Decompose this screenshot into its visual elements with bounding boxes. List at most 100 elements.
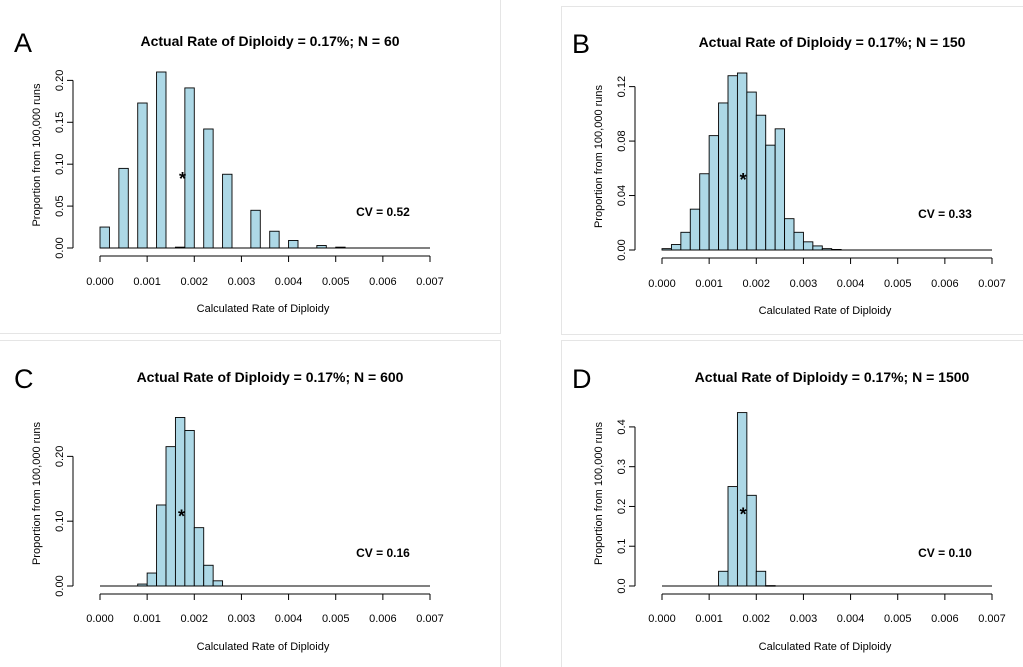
histogram-bar (146, 572, 158, 587)
chart-title: Actual Rate of Diploidy = 0.17%; N = 150… (695, 369, 970, 385)
panel-letter: A (14, 28, 32, 58)
x-tick-label: 0.004 (275, 613, 303, 625)
y-axis-label: Proportion from 100,000 runs (31, 83, 43, 227)
x-tick-label: 0.005 (322, 613, 350, 625)
y-tick-label: 0.4 (616, 419, 628, 434)
cv-annotation: CV = 0.33 (918, 207, 972, 221)
histogram-panel-b: B Actual Rate of Diploidy = 0.17%; N = 15… (561, 6, 1023, 335)
chart-title: Actual Rate of Diploidy = 0.17%; N = 600 (137, 369, 404, 385)
x-tick-label: 0.005 (884, 278, 912, 290)
x-tick-label: 0.007 (416, 276, 444, 288)
x-tick-label: 0.005 (884, 613, 912, 625)
cv-annotation: CV = 0.52 (356, 205, 410, 219)
histogram-bar (755, 570, 767, 587)
cv-annotation: CV = 0.16 (356, 546, 410, 560)
histogram-panel-d: D Actual Rate of Diploidy = 0.17%; N = 15… (561, 340, 1023, 667)
histogram-bar (802, 241, 814, 251)
histogram-bar (689, 208, 701, 251)
y-tick-label: 0.00 (54, 237, 66, 258)
chart-title: Actual Rate of Diploidy = 0.17%; N = 150 (699, 34, 966, 50)
histogram-bar (736, 412, 748, 587)
histogram-bar (784, 218, 795, 251)
x-tick-label: 0.007 (416, 613, 444, 625)
actual-rate-marker: * (178, 507, 185, 527)
x-tick-label: 0.004 (837, 613, 865, 625)
histogram-chart-b: B Actual Rate of Diploidy = 0.17%; N = 15… (572, 29, 1006, 317)
histogram-bar (727, 486, 738, 587)
histogram-bar (184, 429, 195, 587)
x-tick-label: 0.002 (181, 613, 209, 625)
histogram-bar (193, 527, 205, 587)
x-tick-label: 0.000 (648, 278, 676, 290)
histogram-bar (718, 570, 729, 587)
x-tick-label: 0.003 (790, 613, 818, 625)
x-tick-label: 0.001 (695, 278, 723, 290)
histogram-bar (203, 564, 214, 587)
chart-title: Actual Rate of Diploidy = 0.17%; N = 60 (140, 33, 399, 49)
histogram-bar (250, 209, 261, 249)
x-tick-label: 0.004 (837, 278, 865, 290)
y-tick-label: 0.00 (616, 239, 628, 260)
histogram-bar (718, 102, 729, 251)
x-tick-label: 0.003 (228, 613, 256, 625)
x-axis-label: Calculated Rate of Diploidy (197, 641, 330, 653)
x-tick-label: 0.002 (743, 278, 771, 290)
x-tick-label: 0.007 (978, 613, 1006, 625)
y-tick-label: 0.08 (616, 130, 628, 151)
histogram-bar (165, 446, 176, 587)
y-tick-label: 0.00 (54, 575, 66, 596)
x-axis-label: Calculated Rate of Diploidy (759, 305, 892, 317)
y-tick-label: 0.10 (54, 510, 66, 531)
histogram-bar (670, 244, 682, 251)
histogram-chart-d: D Actual Rate of Diploidy = 0.17%; N = 15… (572, 364, 1006, 653)
x-tick-label: 0.001 (133, 276, 161, 288)
y-tick-label: 0.2 (616, 499, 628, 514)
histogram-bar (736, 72, 748, 251)
histogram-bar (118, 167, 129, 249)
y-tick-label: 0.20 (54, 446, 66, 467)
x-axis-label: Calculated Rate of Diploidy (197, 303, 330, 315)
actual-rate-marker: * (740, 170, 747, 190)
histogram-bar (793, 231, 804, 251)
y-tick-label: 0.05 (54, 195, 66, 216)
x-tick-label: 0.006 (369, 276, 397, 288)
y-tick-label: 0.0 (616, 578, 628, 593)
panel-letter: C (14, 364, 34, 394)
histogram-bar (755, 114, 767, 251)
actual-rate-marker: * (179, 169, 186, 189)
x-tick-label: 0.007 (978, 278, 1006, 290)
histogram-bar (746, 494, 757, 587)
y-tick-label: 0.1 (616, 539, 628, 554)
x-tick-label: 0.003 (228, 276, 256, 288)
x-tick-label: 0.000 (86, 613, 114, 625)
x-tick-label: 0.006 (369, 613, 397, 625)
histogram-bar (222, 173, 233, 249)
histogram-chart-a: A Actual Rate of Diploidy = 0.17%; N = 60… (14, 28, 444, 315)
histogram-panel-a: A Actual Rate of Diploidy = 0.17%; N = 60… (0, 0, 501, 334)
x-tick-label: 0.000 (86, 276, 114, 288)
x-tick-label: 0.006 (931, 613, 959, 625)
histogram-bar (765, 144, 776, 251)
y-tick-label: 0.15 (54, 112, 66, 133)
y-axis-label: Proportion from 100,000 runs (31, 421, 43, 565)
x-tick-label: 0.002 (181, 276, 209, 288)
histogram-bar (137, 102, 148, 249)
y-tick-label: 0.04 (616, 185, 628, 206)
histogram-bar (727, 75, 738, 251)
y-tick-label: 0.20 (54, 70, 66, 91)
histogram-bar (812, 245, 823, 251)
y-tick-label: 0.3 (616, 459, 628, 474)
histogram-bar (156, 71, 167, 249)
histogram-bar (99, 226, 110, 249)
panel-letter: D (572, 364, 592, 394)
histogram-bar (212, 580, 224, 587)
histogram-chart-c: C Actual Rate of Diploidy = 0.17%; N = 60… (14, 364, 444, 653)
x-tick-label: 0.002 (743, 613, 771, 625)
histogram-bar (699, 173, 710, 251)
histogram-panel-c: C Actual Rate of Diploidy = 0.17%; N = 60… (0, 340, 501, 667)
x-tick-label: 0.003 (790, 278, 818, 290)
actual-rate-marker: * (740, 504, 747, 524)
x-axis-label: Calculated Rate of Diploidy (759, 641, 892, 653)
histogram-bar (746, 91, 757, 251)
y-axis-label: Proportion from 100,000 runs (593, 421, 605, 565)
